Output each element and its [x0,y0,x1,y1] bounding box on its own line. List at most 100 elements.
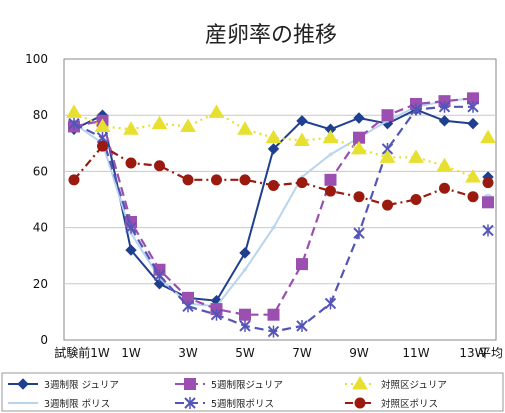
data-point [265,129,282,144]
data-point [382,199,393,211]
data-point [436,157,453,172]
data-point [438,100,451,113]
legend-item: 3週制限 ジュリア [8,378,119,391]
legend-item: 対照区ジュリア [345,376,447,391]
data-point [296,177,308,189]
data-point [239,247,251,259]
data-point [410,194,422,205]
legend-item: 5週制限ポリス [175,397,274,410]
legend-box [1,372,504,412]
data-point [465,169,481,183]
series-line [73,111,474,179]
data-point [125,157,137,169]
data-point [237,121,253,135]
data-point [271,225,276,230]
data-point [353,112,365,124]
data-point [97,140,108,152]
y-tick-label: 0 [40,333,48,347]
data-point [482,177,494,189]
data-point [439,182,450,194]
data-point [182,300,194,313]
data-point [408,149,424,163]
data-point [324,173,337,186]
series-4 [68,100,494,338]
y-tick-label: 40 [33,221,48,235]
data-point [351,140,367,155]
series-6 [68,140,494,211]
data-point [294,132,310,146]
data-point [480,129,496,144]
data-point [379,149,396,163]
data-point [410,103,422,116]
legend-label: 対照区ポリス [381,398,438,410]
data-point [94,118,111,132]
y-axis-ticks: 0 20 40 60 80 100 [25,52,48,347]
data-point [184,397,196,409]
x-tick-label: 13W [459,346,486,360]
x-tick-label: 試験前1W [54,345,110,360]
legend-item: 対照区ポリス [345,397,438,410]
data-point [438,115,451,127]
data-point [325,185,336,197]
data-point [17,378,29,390]
data-point [208,104,225,118]
legend-item: 5週制限ジュリア [175,378,283,391]
data-point [324,297,337,310]
y-tick-label: 100 [25,52,48,66]
data-point [482,224,494,237]
data-point [322,129,339,144]
y-tick-label: 60 [33,164,48,178]
data-point [353,191,365,203]
legend-item: 3週制限 ポリス [8,398,110,410]
y-tick-label: 80 [33,108,48,122]
data-point [267,325,280,338]
data-point [353,227,365,240]
data-point [267,143,280,155]
data-point [267,308,280,321]
data-point [123,121,139,135]
data-point [125,221,137,234]
legend-label: 3週制限 ジュリア [44,379,119,391]
x-tick-label: 11W [402,346,429,360]
data-point [381,109,394,122]
data-point [239,308,251,321]
data-point [328,152,333,157]
data-point [68,117,80,130]
data-point [151,115,168,130]
legend: 3週制限 ジュリア 5週制限ジュリア 対照区ジュリア 3週制限 ポリス 5週制限ポリス 対… [1,372,504,412]
legend-label: 3週制限 ポリス [44,398,110,410]
x-tick-label: 9W [349,346,369,360]
data-point [184,378,196,390]
legend-label: 5週制限ジュリア [211,379,283,391]
data-point [68,174,80,186]
data-point [467,100,479,113]
data-point [482,196,494,209]
data-point [154,160,165,172]
plot-area [63,58,497,341]
data-point [296,319,308,332]
x-tick-label: 5W [235,346,255,360]
y-tick-label: 20 [33,277,48,291]
data-point [125,244,137,256]
series-layer [66,92,496,338]
x-tick-label: 3W [178,346,198,360]
data-point [268,179,279,191]
data-point [296,115,308,127]
data-point [239,319,251,332]
data-point [354,397,366,409]
data-point [239,174,251,186]
data-point [467,191,479,203]
data-point [180,118,196,132]
data-point [182,174,194,186]
data-point [211,174,222,186]
x-tick-label: 7W [292,346,312,360]
x-tick-label: 平均 [479,346,503,360]
legend-label: 対照区ジュリア [381,379,447,391]
series-5 [66,104,496,183]
x-tick-label: 1W [121,346,141,360]
data-point [243,267,247,272]
data-point [352,376,368,390]
